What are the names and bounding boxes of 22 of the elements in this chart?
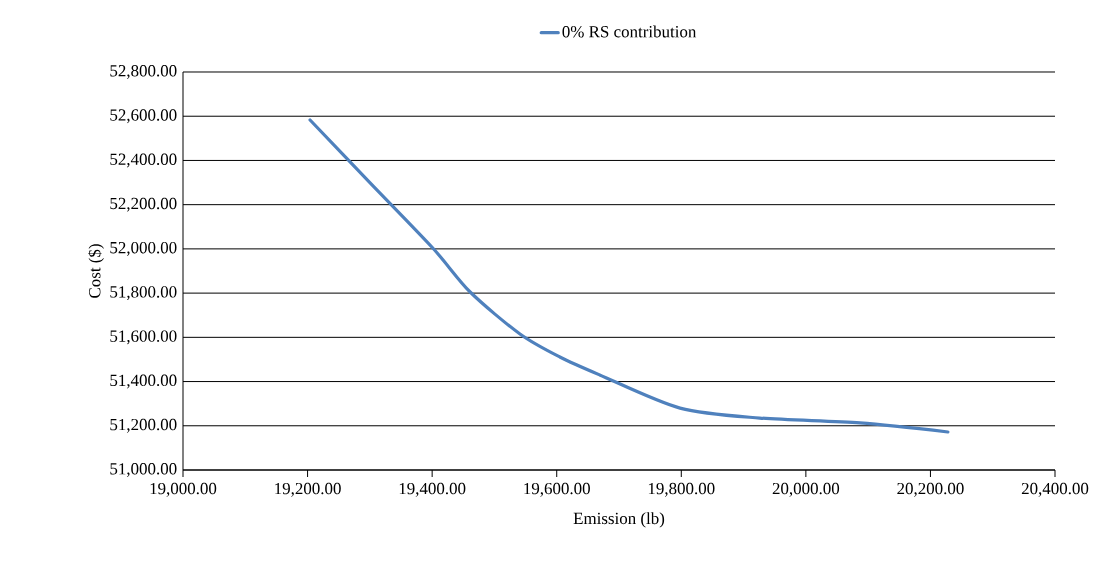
y-tick-label: 51,400.00 <box>110 374 177 389</box>
y-tick-label: 52,000.00 <box>110 241 177 256</box>
line-series <box>308 118 950 434</box>
x-axis-title: Emission (lb) <box>573 512 665 528</box>
y-axis-title: Cost ($) <box>88 244 104 298</box>
x-tick-label: 19,200.00 <box>275 482 341 497</box>
y-tick-label: 51,800.00 <box>110 286 177 301</box>
y-tick-label: 51,600.00 <box>110 330 177 345</box>
x-tick-label: 20,200.00 <box>897 482 964 497</box>
x-tick-label: 19,800.00 <box>648 482 715 497</box>
y-tick-label: 52,800.00 <box>110 65 177 79</box>
y-tick-label: 52,400.00 <box>110 153 177 168</box>
x-tick-label: 19,000.00 <box>150 482 217 497</box>
legend-label: 0% RS contribution <box>562 25 697 38</box>
x-tick-label: 19,400.00 <box>399 482 466 497</box>
y-tick-label: 51,200.00 <box>110 418 177 433</box>
y-tick-label: 52,200.00 <box>110 197 177 212</box>
x-tick-label: 20,400.00 <box>1021 482 1089 497</box>
x-tick-label: 19,600.00 <box>524 482 590 497</box>
y-tick-label: 51,000.00 <box>110 463 177 477</box>
x-tick-label: 20,000.00 <box>772 482 840 497</box>
y-tick-label: 52,600.00 <box>110 109 177 124</box>
